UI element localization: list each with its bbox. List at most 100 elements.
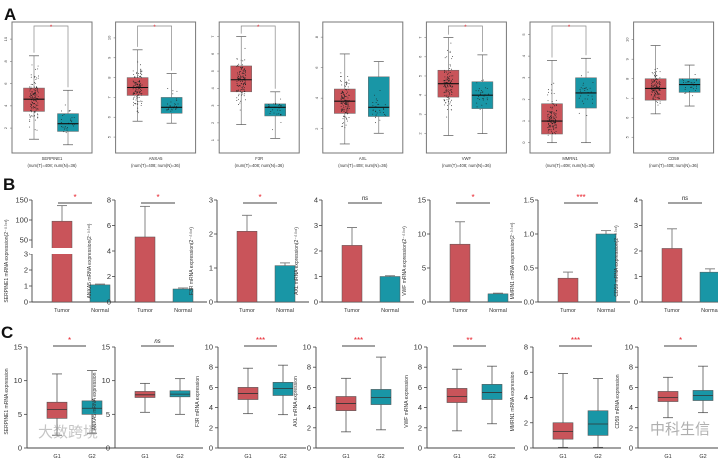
jitter-point (348, 83, 350, 85)
jitter-point (344, 99, 346, 101)
panel-c-chart-axl: 0 2 4 6 8 10 G1 G2 *** AXL mRNA expression (293, 336, 404, 460)
y-tick-label: 0 (418, 444, 422, 453)
jitter-point (684, 93, 686, 94)
jitter-point (655, 96, 656, 98)
jitter-point (240, 77, 241, 79)
jitter-point (136, 103, 138, 105)
jitter-point (586, 115, 588, 117)
jitter-point (384, 104, 386, 106)
jitter-point (140, 93, 142, 95)
jitter-point (175, 108, 177, 109)
jitter-point (348, 79, 350, 81)
jitter-point (551, 89, 553, 91)
y-tick-label: 8 (107, 76, 112, 79)
jitter-point (168, 108, 170, 110)
jitter-point (447, 109, 449, 110)
jitter-point (378, 103, 380, 105)
jitter-point (348, 95, 350, 96)
jitter-point (341, 110, 343, 112)
x-tick-label: G2 (488, 454, 495, 460)
jitter-point (29, 95, 31, 97)
bar-tumor (449, 243, 471, 303)
x-tick-label: G2 (279, 454, 286, 460)
box-normal (368, 76, 390, 117)
jitter-point (29, 86, 31, 88)
x-tick-label: Tumor (560, 308, 576, 314)
jitter-point (29, 115, 31, 117)
panel-a-chart-serpine1: 2 4 6 8 10 * SERPINE1 (num(T)=408; num(N)=36) (3, 21, 93, 168)
jitter-point (141, 94, 143, 96)
panel-letter-a: A (4, 5, 16, 24)
jitter-point (343, 101, 345, 103)
y-tick-label: 5 (18, 410, 22, 419)
jitter-point (347, 105, 349, 106)
jitter-point (36, 88, 38, 90)
y-tick-label: 9 (625, 57, 630, 60)
bar-tumor (557, 277, 579, 303)
x-tick-label: Tumor (664, 308, 680, 314)
jitter-point (657, 101, 658, 103)
y-tick-label: 7 (417, 36, 422, 39)
jitter-point (443, 84, 445, 86)
jitter-point (344, 103, 346, 105)
jitter-point (478, 90, 480, 92)
jitter-point (446, 116, 448, 118)
jitter-point (136, 96, 138, 98)
jitter-point (549, 111, 551, 113)
panel-b-chart-axl: 0 1 2 3 4 Tumor Normal ns AXL mRNA expression(2⁻… (294, 196, 414, 314)
jitter-point (347, 107, 349, 109)
jitter-point (171, 108, 173, 110)
jitter-point (140, 72, 142, 74)
jitter-point (658, 89, 660, 91)
jitter-point (446, 85, 448, 87)
plot-frame (529, 21, 611, 154)
jitter-point (653, 80, 655, 82)
jitter-point (140, 64, 141, 66)
jitter-point (30, 109, 32, 111)
x-tick-label: Normal (381, 308, 399, 314)
jitter-point (34, 76, 36, 77)
jitter-point (554, 124, 556, 126)
jitter-point (450, 109, 452, 111)
jitter-point (341, 92, 343, 94)
jitter-point (651, 86, 653, 88)
plot-frame (218, 21, 300, 154)
jitter-point (550, 129, 552, 131)
jitter-point (236, 58, 238, 60)
jitter-point (451, 91, 453, 93)
jitter-point (446, 76, 448, 78)
jitter-point (550, 114, 552, 116)
jitter-point (137, 84, 139, 86)
jitter-point (135, 82, 136, 84)
jitter-point (33, 106, 35, 108)
jitter-point (654, 80, 656, 81)
jitter-point (342, 98, 344, 100)
jitter-point (445, 96, 447, 98)
x-tick-label: G1 (244, 454, 251, 460)
jitter-point (132, 70, 134, 72)
jitter-point (30, 95, 32, 97)
bar-normal (595, 233, 617, 303)
jitter-point (449, 80, 451, 82)
panel-b-chart-anxa5: 0 2 4 6 8 Tumor Normal * ANXA5 mRNA expression(2… (87, 193, 207, 314)
jitter-point (346, 82, 348, 83)
jitter-point (448, 93, 450, 95)
box-g1 (552, 422, 574, 440)
jitter-point (237, 76, 239, 78)
panel-a-chart-f3r: 1 2 3 4 5 6 7 * F3R (num(T)=408; num(N)=36) (210, 21, 300, 168)
jitter-point (243, 72, 245, 74)
y-tick-label: 7 (210, 35, 215, 38)
jitter-point (239, 71, 240, 73)
jitter-point (653, 96, 655, 98)
jitter-point (138, 73, 140, 75)
jitter-point (73, 125, 75, 127)
jitter-point (134, 84, 136, 86)
jitter-point (348, 116, 350, 118)
jitter-point (486, 99, 488, 101)
jitter-point (654, 92, 656, 94)
jitter-point (136, 86, 138, 88)
jitter-point (347, 112, 349, 114)
jitter-point (550, 111, 552, 113)
jitter-point (692, 95, 694, 97)
jitter-point (236, 82, 238, 84)
